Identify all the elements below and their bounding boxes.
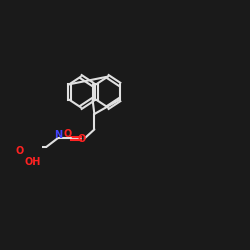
Text: N: N (54, 130, 62, 140)
Text: O: O (63, 129, 72, 139)
Text: O: O (78, 134, 86, 144)
Text: OH: OH (24, 158, 41, 168)
Text: O: O (15, 146, 24, 156)
